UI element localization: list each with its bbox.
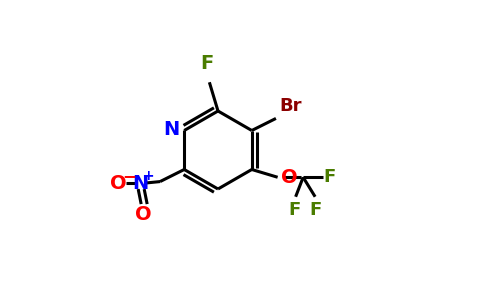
Text: Br: Br xyxy=(279,98,302,116)
Text: O: O xyxy=(135,205,152,224)
Text: F: F xyxy=(323,168,336,186)
Text: −: − xyxy=(122,167,136,184)
Text: O: O xyxy=(110,174,126,193)
Text: N: N xyxy=(164,120,180,140)
Text: N: N xyxy=(133,174,149,193)
Text: F: F xyxy=(200,54,213,73)
Text: F: F xyxy=(309,201,321,219)
Text: O: O xyxy=(281,168,297,187)
Text: +: + xyxy=(142,169,154,183)
Text: F: F xyxy=(288,201,300,219)
